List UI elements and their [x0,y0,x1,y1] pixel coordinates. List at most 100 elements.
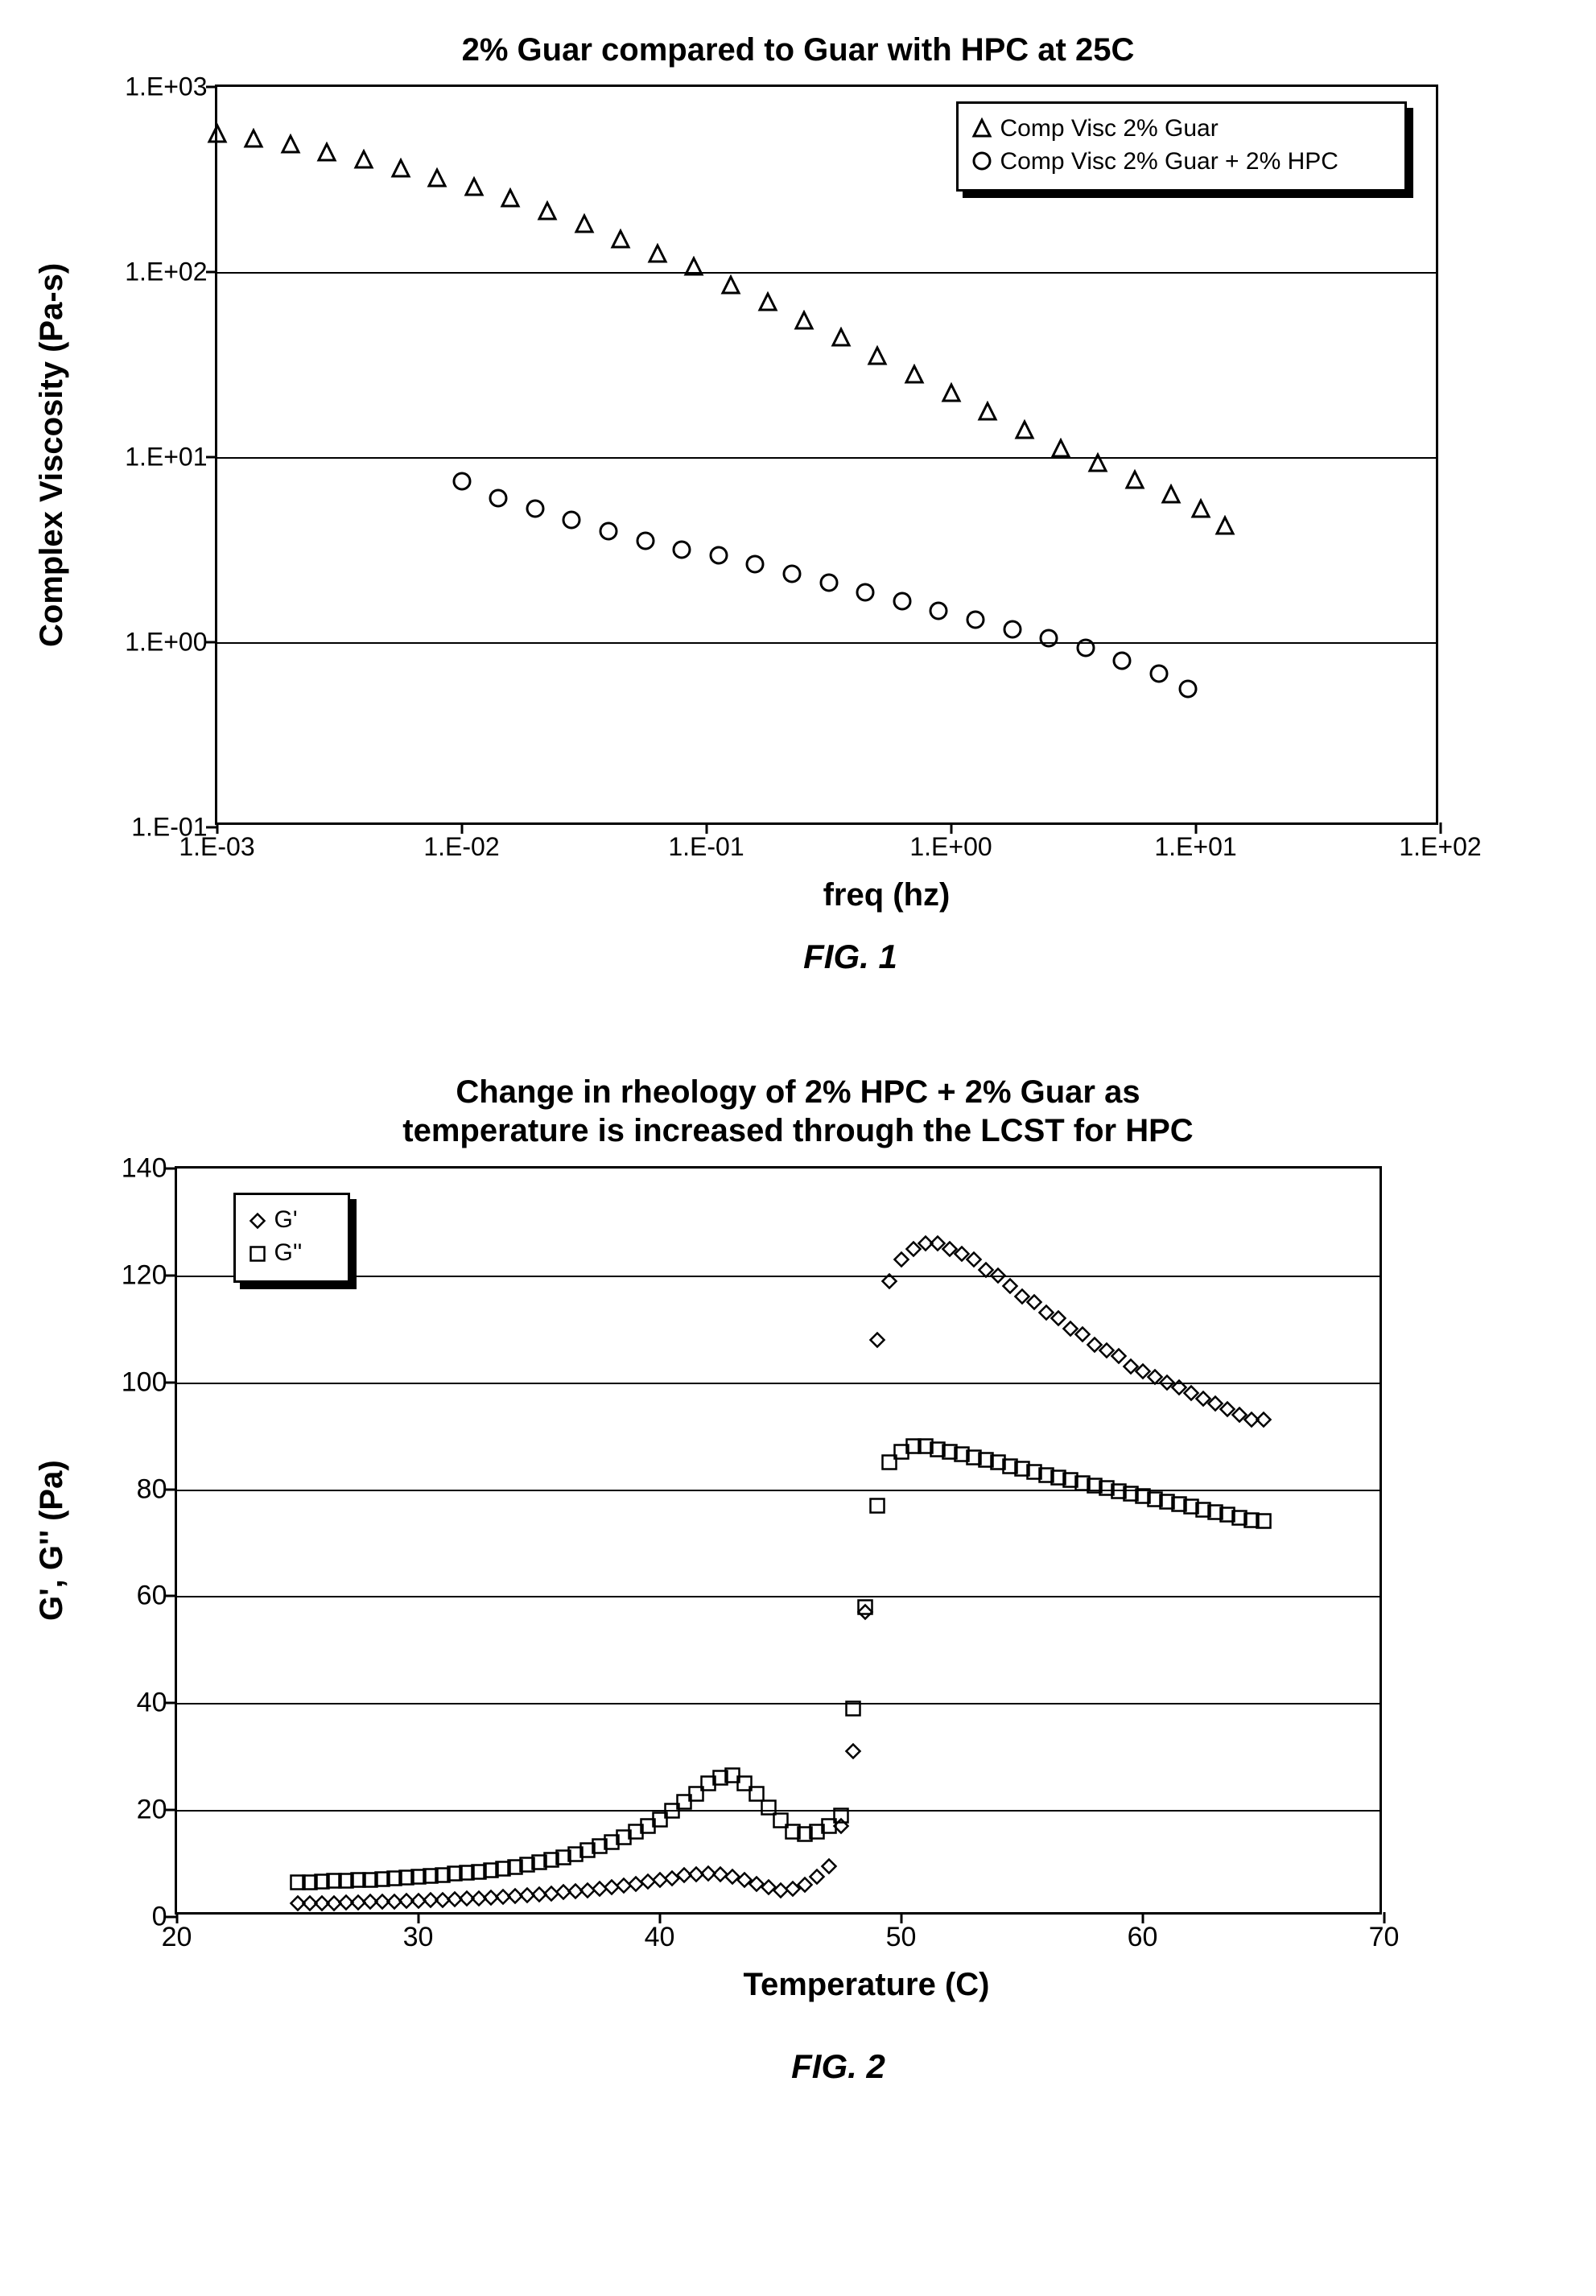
y-tick-label: 60 [137,1581,177,1612]
legend-label: Comp Visc 2% Guar [1000,115,1219,143]
circle-icon [971,150,992,178]
x-tick-label: 40 [645,1912,675,1953]
figure-2-xlabel: Temperature (C) [171,1967,1563,2003]
legend-item: Comp Visc 2% Guar [971,115,1392,145]
data-point [353,149,374,170]
gridline-h [177,1596,1379,1597]
data-point [708,545,729,566]
data-point [635,530,656,551]
data-point [757,291,778,312]
data-point [598,521,619,542]
figure-1-ylabel: Complex Viscosity (Pa-s) [34,85,70,825]
legend-item: G' [249,1206,335,1236]
data-point [880,1272,898,1290]
data-point [1177,678,1198,699]
figure-1-plot-wrap: 1.E-011.E+001.E+011.E+021.E+031.E-031.E-… [215,85,1438,825]
data-point [855,582,876,603]
data-point [904,364,925,385]
data-point [1255,1411,1272,1428]
triangle-icon [971,117,992,145]
gridline-h [217,272,1436,274]
data-point [844,1700,862,1717]
gridline-h [177,1276,1379,1277]
data-point [280,134,301,155]
figure-2-title: Change in rheology of 2% HPC + 2% Guar a… [34,1073,1563,1150]
data-point [820,1857,838,1875]
data-point [574,213,595,234]
figure-2-ylabel: G', G'' (Pa) [34,1166,70,1915]
data-point [1050,438,1071,459]
data-point [1111,650,1132,671]
data-point [1038,628,1059,649]
data-point [452,471,472,492]
gridline-h [217,457,1436,459]
y-tick-label: 100 [122,1366,177,1398]
data-point [1124,469,1145,490]
data-point [1215,515,1235,536]
figure-2-plot-wrap: 020406080100120140203040506070G'G'' [175,1166,1382,1915]
y-tick-label: 1.E+01 [125,443,217,472]
data-point [844,1742,862,1760]
x-tick-label: 1.E-03 [179,822,254,862]
square-icon [249,1242,266,1269]
data-point [243,128,264,149]
data-point [832,1807,850,1824]
legend: G' G'' [233,1193,350,1283]
page-container: 2% Guar compared to Guar with HPC at 25C… [34,32,1563,2086]
gridline-h [217,642,1436,644]
data-point [1161,484,1182,505]
data-point [647,243,668,264]
data-point [610,229,631,249]
y-tick-label: 120 [122,1259,177,1291]
data-point [868,1331,886,1349]
data-point [1002,619,1023,640]
data-point [207,123,228,144]
figure-1-caption: FIG. 1 [138,938,1563,976]
data-point [488,488,509,509]
data-point [1255,1512,1272,1530]
data-point [561,509,582,530]
legend-label: Comp Visc 2% Guar + 2% HPC [1000,148,1338,176]
data-point [525,498,546,519]
gridline-h [177,1490,1379,1491]
x-tick-label: 60 [1128,1912,1158,1953]
data-point [941,382,962,403]
legend-label: G'' [274,1239,303,1268]
data-point [744,554,765,575]
y-tick-label: 1.E+00 [125,628,217,657]
data-point [831,327,852,348]
data-point [868,1497,886,1515]
data-point [892,591,913,612]
x-tick-label: 1.E-02 [423,822,499,862]
figure-1-plot-area: 1.E-011.E+001.E+011.E+021.E+031.E-031.E-… [215,85,1438,825]
y-tick-label: 40 [137,1688,177,1719]
data-point [856,1598,874,1616]
figure-2: Change in rheology of 2% HPC + 2% Guar a… [34,1073,1563,2086]
x-tick-label: 20 [162,1912,192,1953]
y-tick-label: 80 [137,1474,177,1505]
data-point [390,158,411,179]
x-tick-label: 30 [403,1912,434,1953]
data-point [819,572,839,593]
figure-2-plot-area: 020406080100120140203040506070G'G'' [175,1166,1382,1915]
x-tick-label: 70 [1369,1912,1400,1953]
data-point [537,200,558,221]
data-point [671,539,692,560]
data-point [316,142,337,163]
data-point [1149,663,1169,684]
figure-2-caption: FIG. 2 [114,2047,1563,2086]
x-tick-label: 1.E+01 [1154,822,1236,862]
legend-item: G'' [249,1239,335,1269]
data-point [1190,498,1211,519]
x-tick-label: 50 [886,1912,917,1953]
y-tick-label: 20 [137,1795,177,1826]
data-point [1087,452,1108,473]
y-tick-label: 140 [122,1153,177,1185]
data-point [683,256,704,277]
x-tick-label: 1.E+02 [1399,822,1481,862]
data-point [977,401,998,422]
gridline-h [177,1703,1379,1704]
data-point [782,563,802,584]
data-point [965,609,986,630]
y-tick-label: 1.E+02 [125,258,217,287]
